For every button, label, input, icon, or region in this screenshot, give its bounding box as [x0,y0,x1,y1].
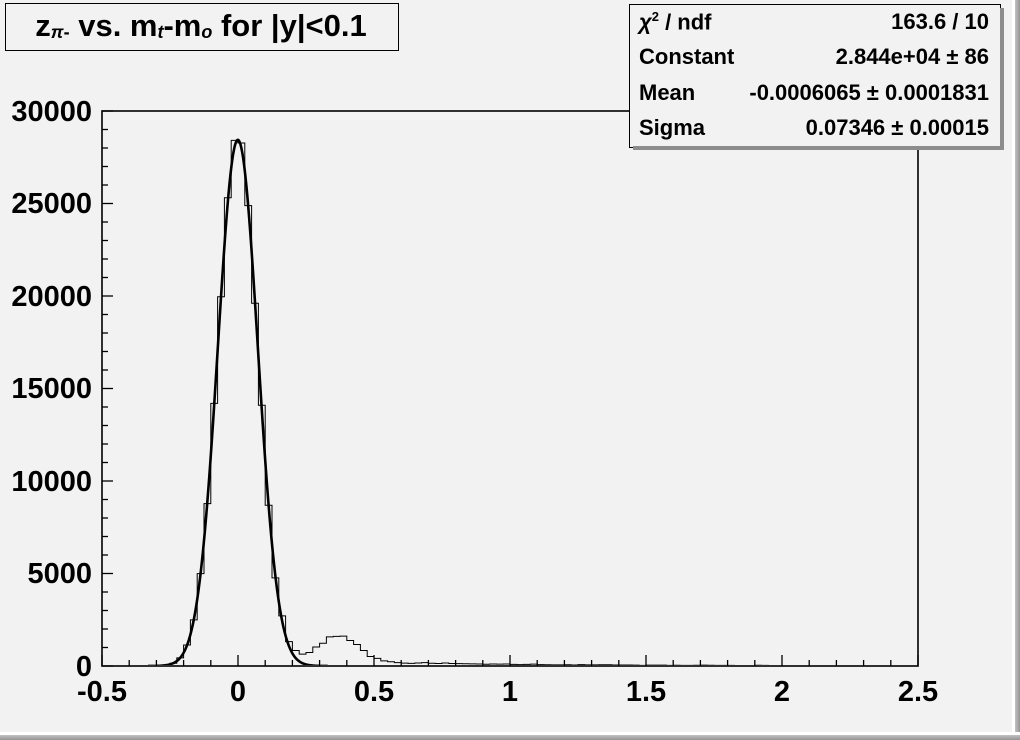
svg-text:10000: 10000 [11,466,92,498]
svg-text:20000: 20000 [11,281,92,313]
svg-text:2: 2 [774,676,790,708]
svg-text:30000: 30000 [11,96,92,128]
svg-text:15000: 15000 [11,373,92,405]
svg-text:5000: 5000 [27,558,92,590]
svg-text:0.5: 0.5 [354,676,394,708]
svg-text:0: 0 [76,651,92,683]
svg-text:0: 0 [230,676,246,708]
svg-text:1: 1 [502,676,518,708]
svg-text:2.5: 2.5 [898,676,938,708]
svg-text:25000: 25000 [11,188,92,220]
svg-text:1.5: 1.5 [626,676,666,708]
